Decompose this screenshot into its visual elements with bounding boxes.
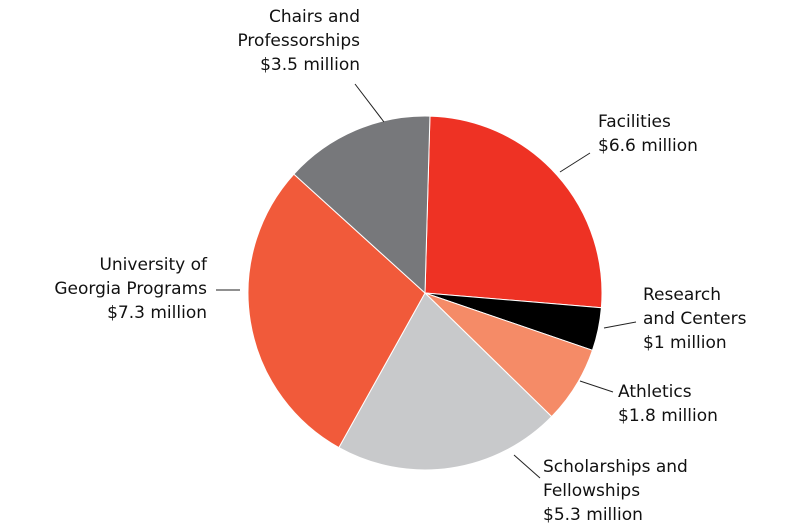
- value-label: $6.6 million: [598, 136, 698, 156]
- pie-slice: [247, 173, 426, 449]
- leader-line: [559, 152, 591, 173]
- category-label: Facilities: [598, 112, 671, 132]
- slice-label: Chairs and Professorships $3.5 million: [237, 5, 360, 77]
- category-label: University of Georgia Programs: [54, 255, 207, 299]
- category-label: Athletics: [618, 382, 692, 402]
- leader-line: [603, 321, 637, 329]
- pie-slice: [338, 292, 553, 471]
- slice-label: Scholarships and Fellowships $5.3 million: [543, 455, 688, 527]
- pie-slice: [424, 115, 603, 309]
- value-label: $5.3 million: [543, 505, 643, 525]
- category-label: Research and Centers: [643, 285, 747, 329]
- slice-label: University of Georgia Programs $7.3 milli…: [54, 253, 207, 325]
- value-label: $3.5 million: [260, 55, 360, 75]
- slice-label: Facilities $6.6 million: [598, 110, 698, 158]
- leader-line: [579, 380, 614, 393]
- leader-line: [354, 83, 385, 123]
- value-label: $1 million: [643, 333, 727, 353]
- slice-label: Research and Centers $1 million: [643, 283, 746, 355]
- pie-slice: [293, 115, 431, 295]
- value-label: $1.8 million: [618, 406, 718, 426]
- slice-label: Athletics $1.8 million: [618, 380, 718, 428]
- category-label: Chairs and Professorships: [237, 7, 360, 51]
- category-label: Scholarships and Fellowships: [543, 457, 688, 501]
- value-label: $7.3 million: [107, 303, 207, 323]
- leader-line: [513, 454, 541, 479]
